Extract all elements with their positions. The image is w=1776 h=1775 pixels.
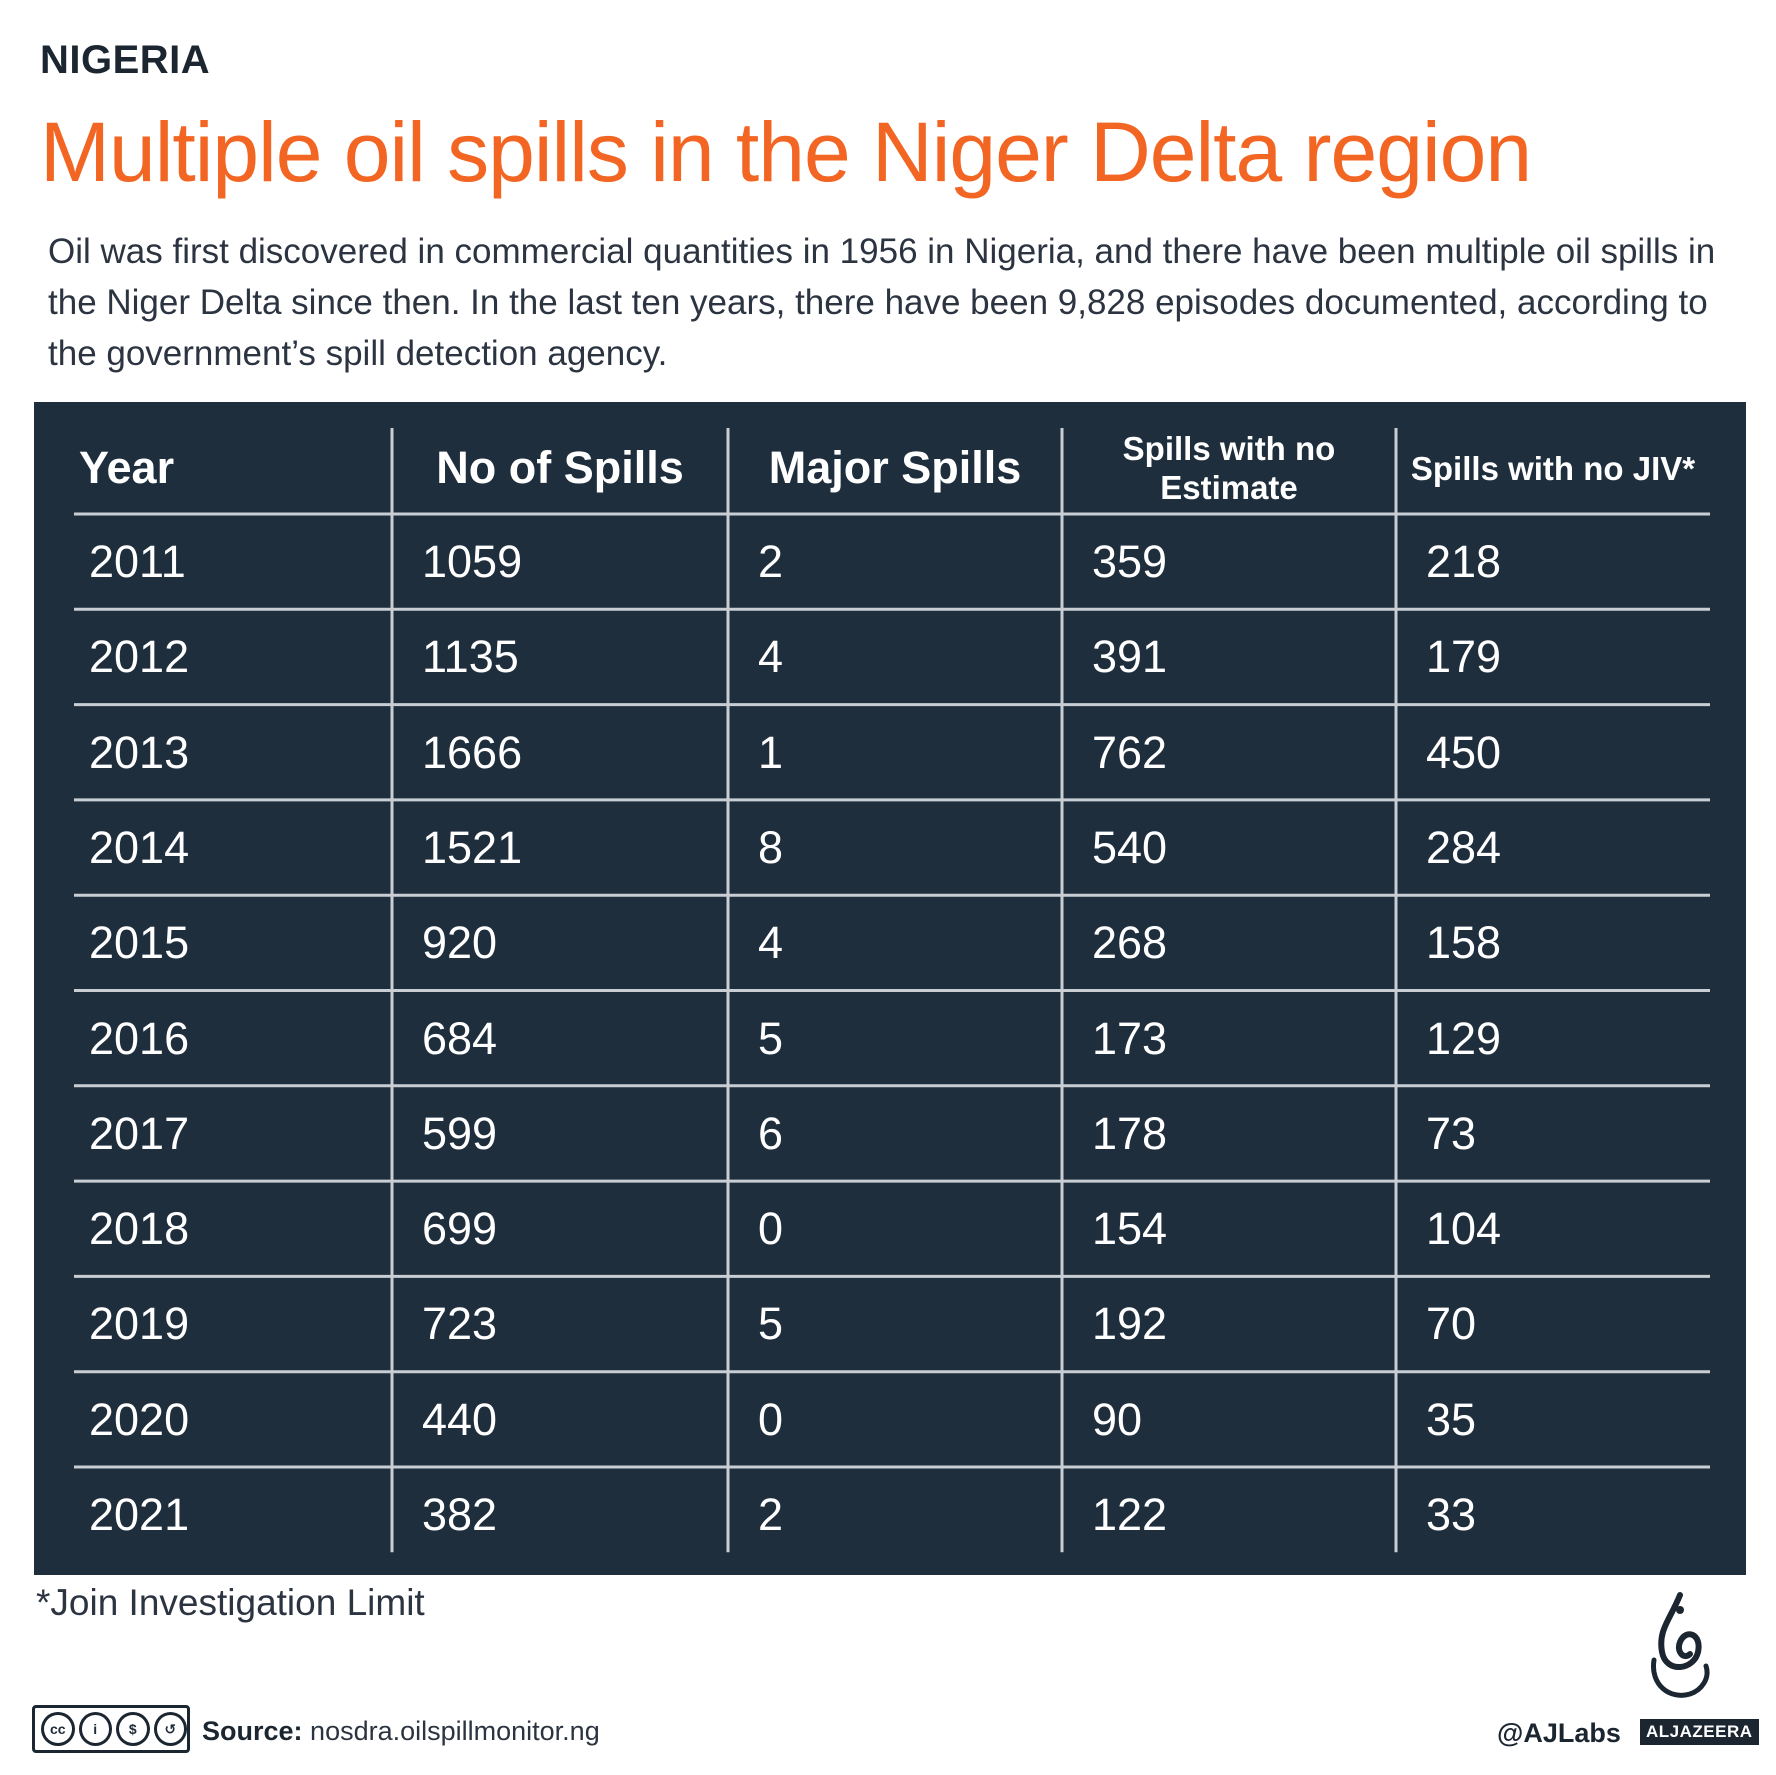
table-cell: 450 [1426,726,1502,778]
table-cell: 104 [1426,1203,1502,1255]
year-cell: 2019 [89,1298,190,1350]
table-cell: 192 [1092,1298,1168,1350]
year-cell: 2017 [89,1107,190,1159]
year-cell: 2011 [89,536,186,587]
table-cell: 440 [422,1393,498,1445]
table-cell: 268 [1092,917,1168,969]
table-cell: 179 [1426,631,1502,683]
sa-icon: ↺ [153,1712,187,1746]
table-cell: 1521 [422,821,523,873]
aljazeera-logo-icon [1651,1592,1710,1698]
table-cell: 35 [1426,1393,1477,1445]
column-header-4: Spills with no JIV* [1410,449,1696,487]
table-cell: 2 [758,536,784,587]
year-cell: 2013 [89,726,190,778]
table-grid-lines [74,428,1710,1553]
table-cell: 599 [422,1107,498,1159]
column-header-1: No of Spills [436,442,684,493]
cc-icon: cc [41,1712,75,1746]
table-cell: 0 [758,1393,784,1445]
creative-commons-badge: cc i $ ↺ [32,1705,190,1753]
table-cell: 6 [758,1107,784,1159]
aljazeera-wordmark: ALJAZEERA [1640,1719,1759,1745]
year-cell: 2018 [89,1203,190,1255]
table-cell: 5 [758,1012,784,1064]
column-header-3: Spills with no Estimate [1122,430,1336,506]
table-cell: 0 [758,1203,784,1255]
subtitle: Oil was first discovered in commercial q… [48,232,1716,373]
year-cell: 2012 [89,631,190,683]
source-line: Source: nosdra.oilspillmonitor.ng [202,1716,600,1747]
by-icon: i [78,1712,112,1746]
aj-labs-handle: @AJLabs [1497,1718,1621,1748]
column-header-2: Major Spills [768,442,1022,493]
spills-table: Year No of Spills Major Spills Spills with … [34,402,1746,1575]
table-cell: 540 [1092,821,1168,873]
year-cell: 2020 [89,1393,190,1445]
table-cell: 4 [758,917,784,969]
column-header-0: Year [79,442,175,493]
table-cell: 920 [422,917,498,969]
year-cell: 2015 [89,917,190,969]
table-cell: 158 [1426,917,1502,969]
table-cell: 284 [1426,821,1502,873]
table-cell: 723 [422,1298,498,1350]
table-cell: 2 [758,1489,784,1540]
table-cell: 122 [1092,1489,1168,1540]
table-cell: 154 [1092,1203,1168,1255]
table-cell: 5 [758,1298,784,1350]
table-cell: 218 [1426,536,1502,587]
table-cell: 382 [422,1489,498,1540]
table-cell: 8 [758,821,784,873]
footnote: *Join Investigation Limit [36,1582,425,1623]
page-title: Multiple oil spills in the Niger Delta r… [40,105,1532,199]
table-cell: 1 [758,726,784,778]
year-cell: 2016 [89,1012,190,1064]
source-value: nosdra.oilspillmonitor.ng [310,1716,600,1746]
table-cell: 1666 [422,726,523,778]
table-cell: 699 [422,1203,498,1255]
table-cell: 73 [1426,1107,1477,1159]
table-cell: 391 [1092,631,1168,683]
table-cell: 4 [758,631,784,683]
table-cell: 762 [1092,726,1168,778]
table-cell: 70 [1426,1298,1477,1350]
nc-icon: $ [116,1712,150,1746]
kicker: NIGERIA [40,38,211,82]
table-cell: 33 [1426,1489,1477,1540]
table-cell: 1059 [422,536,523,587]
year-cell: 2021 [89,1489,190,1540]
year-cell: 2014 [89,821,190,873]
source-label: Source: [202,1716,303,1746]
table-cell: 684 [422,1012,498,1064]
table-cell: 359 [1092,536,1168,587]
table-cell: 90 [1092,1393,1143,1445]
table-cell: 1135 [422,631,519,683]
table-cell: 129 [1426,1012,1502,1064]
table-cell: 173 [1092,1012,1168,1064]
table-cell: 178 [1092,1107,1168,1159]
